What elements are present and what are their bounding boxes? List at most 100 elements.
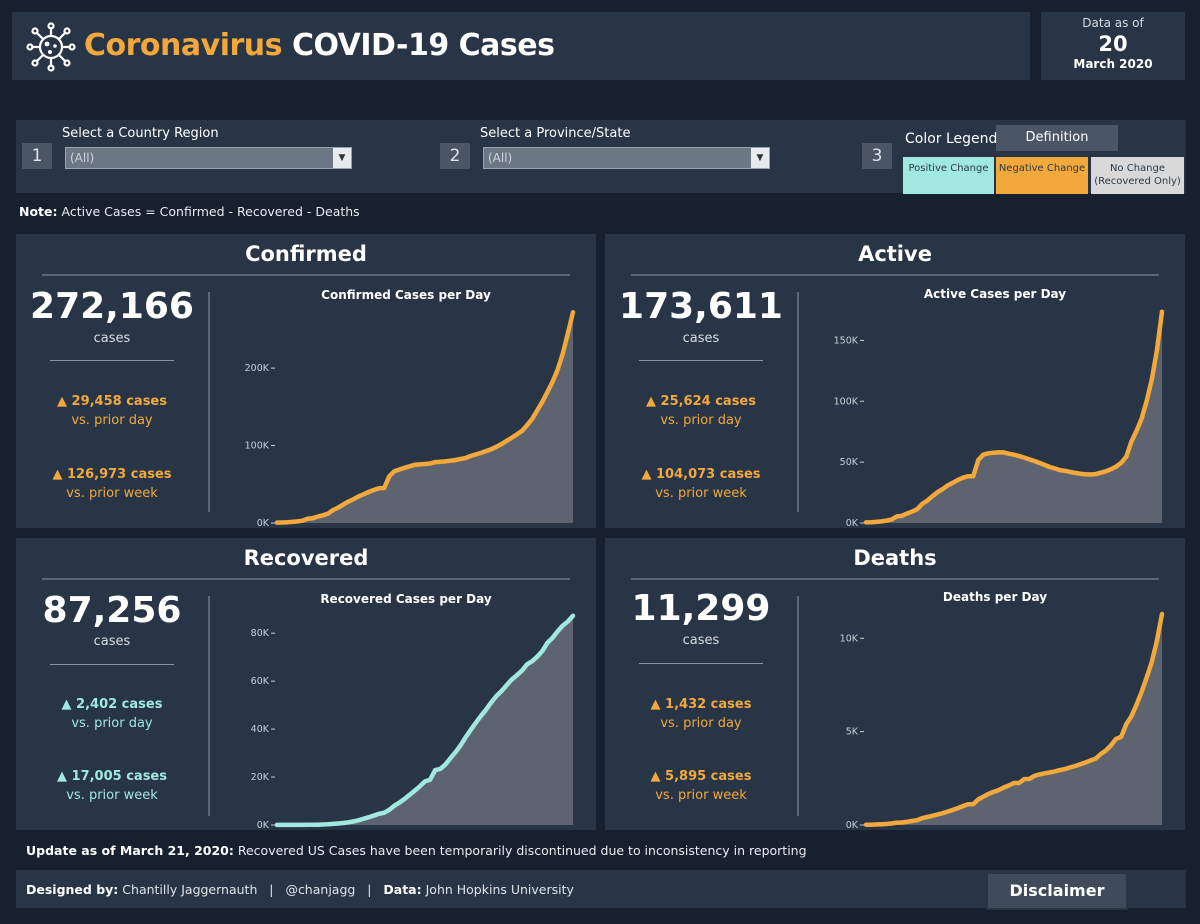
underline [639, 663, 763, 664]
week-change-label: vs. prior week [655, 788, 747, 803]
y-tick-label: 20K [251, 772, 270, 783]
card-vdivider [797, 596, 799, 816]
y-tick-label: 0K [257, 518, 270, 526]
series-line [863, 611, 1165, 827]
filter-bar: 1 Select a Country Region (All) ▼ 2 Sele… [16, 120, 1186, 194]
card-title: Deaths [853, 546, 937, 570]
data-source: John Hopkins University [425, 882, 574, 897]
update-note: Update as of March 21, 2020: Recovered U… [26, 843, 807, 858]
active-chart: 0K 50K 100K 150K [834, 309, 1165, 526]
day-change: ▲ 29,458 cases [57, 394, 167, 409]
separator: | [367, 882, 372, 897]
legend-negative-change: Negative Change [996, 157, 1088, 194]
y-tick-label: 200K [245, 363, 270, 374]
area-fill [866, 614, 1162, 825]
day-change: ▲ 25,624 cases [646, 394, 756, 409]
chevron-down-icon[interactable]: ▼ [333, 148, 351, 168]
step-2-badge: 2 [440, 143, 470, 169]
title-main: COVID-19 Cases [291, 28, 555, 63]
card-vdivider [208, 596, 210, 816]
card-confirmed: Confirmed 272,166 cases ▲ 29,458 cases v… [16, 234, 596, 528]
data-as-of-day: 20 [1098, 32, 1128, 56]
data-label: Data: [383, 882, 422, 897]
series-line [274, 309, 576, 525]
definition-button[interactable]: Definition [996, 125, 1118, 151]
step-3-badge: 3 [862, 143, 892, 169]
data-as-of-label: Data as of [1082, 16, 1144, 30]
chart-title: Confirmed Cases per Day [321, 288, 491, 302]
day-change-label: vs. prior day [660, 413, 742, 428]
underline [639, 360, 763, 361]
card-active: Active 173,611 cases ▲ 25,624 cases vs. … [605, 234, 1185, 528]
total-unit: cases [93, 634, 131, 649]
legend-no-change: No Change (Recovered Only) [1091, 157, 1184, 194]
y-tick-label: 100K [834, 396, 859, 407]
y-tick-label: 80K [251, 628, 270, 639]
chart-title: Active Cases per Day [923, 287, 1067, 301]
chevron-down-icon[interactable]: ▼ [751, 148, 769, 168]
area-fill [866, 311, 1162, 523]
title-accent: Coronavirus [84, 28, 282, 63]
y-tick-label: 40K [251, 724, 270, 735]
underline [50, 664, 174, 665]
deaths-chart: 0K 5K 10K [840, 611, 1165, 828]
update-note-text: Recovered US Cases have been temporarily… [237, 843, 807, 858]
y-tick-label: 50K [840, 457, 859, 468]
day-change-label: vs. prior day [71, 413, 153, 428]
designed-by-label: Designed by: [26, 882, 119, 897]
update-note-prefix: Update as of March 21, 2020: [26, 843, 234, 858]
country-dropdown[interactable]: (All) ▼ [65, 147, 352, 169]
day-change-label: vs. prior day [660, 716, 742, 731]
y-tick-label: 0K [846, 518, 859, 526]
card-divider [42, 578, 570, 580]
legend-positive-change: Positive Change [903, 157, 994, 194]
country-label: Select a Country Region [62, 126, 219, 141]
week-change: ▲ 17,005 cases [57, 769, 167, 784]
y-tick-label: 150K [834, 335, 859, 346]
total-unit: cases [682, 331, 720, 346]
card-title: Confirmed [245, 242, 367, 266]
week-change-label: vs. prior week [66, 486, 158, 501]
data-as-of-box: Data as of 20 March 2020 [1041, 12, 1185, 80]
card-divider [631, 578, 1159, 580]
virus-icon [26, 22, 76, 72]
province-value: (All) [488, 151, 513, 165]
province-dropdown[interactable]: (All) ▼ [483, 147, 770, 169]
y-tick-label: 0K [846, 820, 859, 828]
day-change: ▲ 2,402 cases [61, 697, 163, 712]
total-count: 272,166 [30, 286, 194, 327]
header-bar: Coronavirus COVID-19 Cases [12, 12, 1030, 80]
day-change: ▲ 1,432 cases [650, 697, 752, 712]
disclaimer-button[interactable]: Disclaimer [986, 872, 1128, 910]
card-vdivider [208, 292, 210, 512]
card-divider [631, 274, 1159, 276]
twitter-handle[interactable]: @chanjagg [285, 882, 356, 897]
country-value: (All) [70, 151, 95, 165]
week-change-label: vs. prior week [66, 788, 158, 803]
card-title: Active [858, 242, 932, 266]
confirmed-chart: 0K 100K 200K [245, 309, 576, 526]
y-tick-label: 100K [245, 441, 270, 452]
card-deaths: Deaths 11,299 cases ▲ 1,432 cases vs. pr… [605, 538, 1185, 830]
week-change: ▲ 5,895 cases [650, 769, 752, 784]
area-fill [277, 615, 573, 825]
series-line [274, 613, 576, 828]
day-change-label: vs. prior day [71, 716, 153, 731]
chart-title: Deaths per Day [942, 590, 1048, 604]
y-tick-label: 5K [846, 727, 859, 738]
total-count: 11,299 [631, 588, 771, 629]
total-unit: cases [93, 331, 131, 346]
designer-name: Chantilly Jaggernauth [122, 882, 258, 897]
credits: Designed by: Chantilly Jaggernauth | @ch… [26, 882, 574, 897]
note-text: Active Cases = Confirmed - Recovered - D… [61, 204, 360, 219]
step-1-badge: 1 [22, 143, 52, 169]
color-legend-label: Color Legend [905, 131, 998, 147]
card-vdivider [797, 292, 799, 512]
area-fill [277, 312, 573, 523]
series-line [863, 309, 1165, 525]
data-as-of-month: March 2020 [1073, 57, 1153, 71]
y-tick-label: 0K [257, 820, 270, 828]
total-unit: cases [682, 633, 720, 648]
total-count: 173,611 [619, 286, 783, 327]
y-tick-label: 10K [840, 633, 859, 644]
